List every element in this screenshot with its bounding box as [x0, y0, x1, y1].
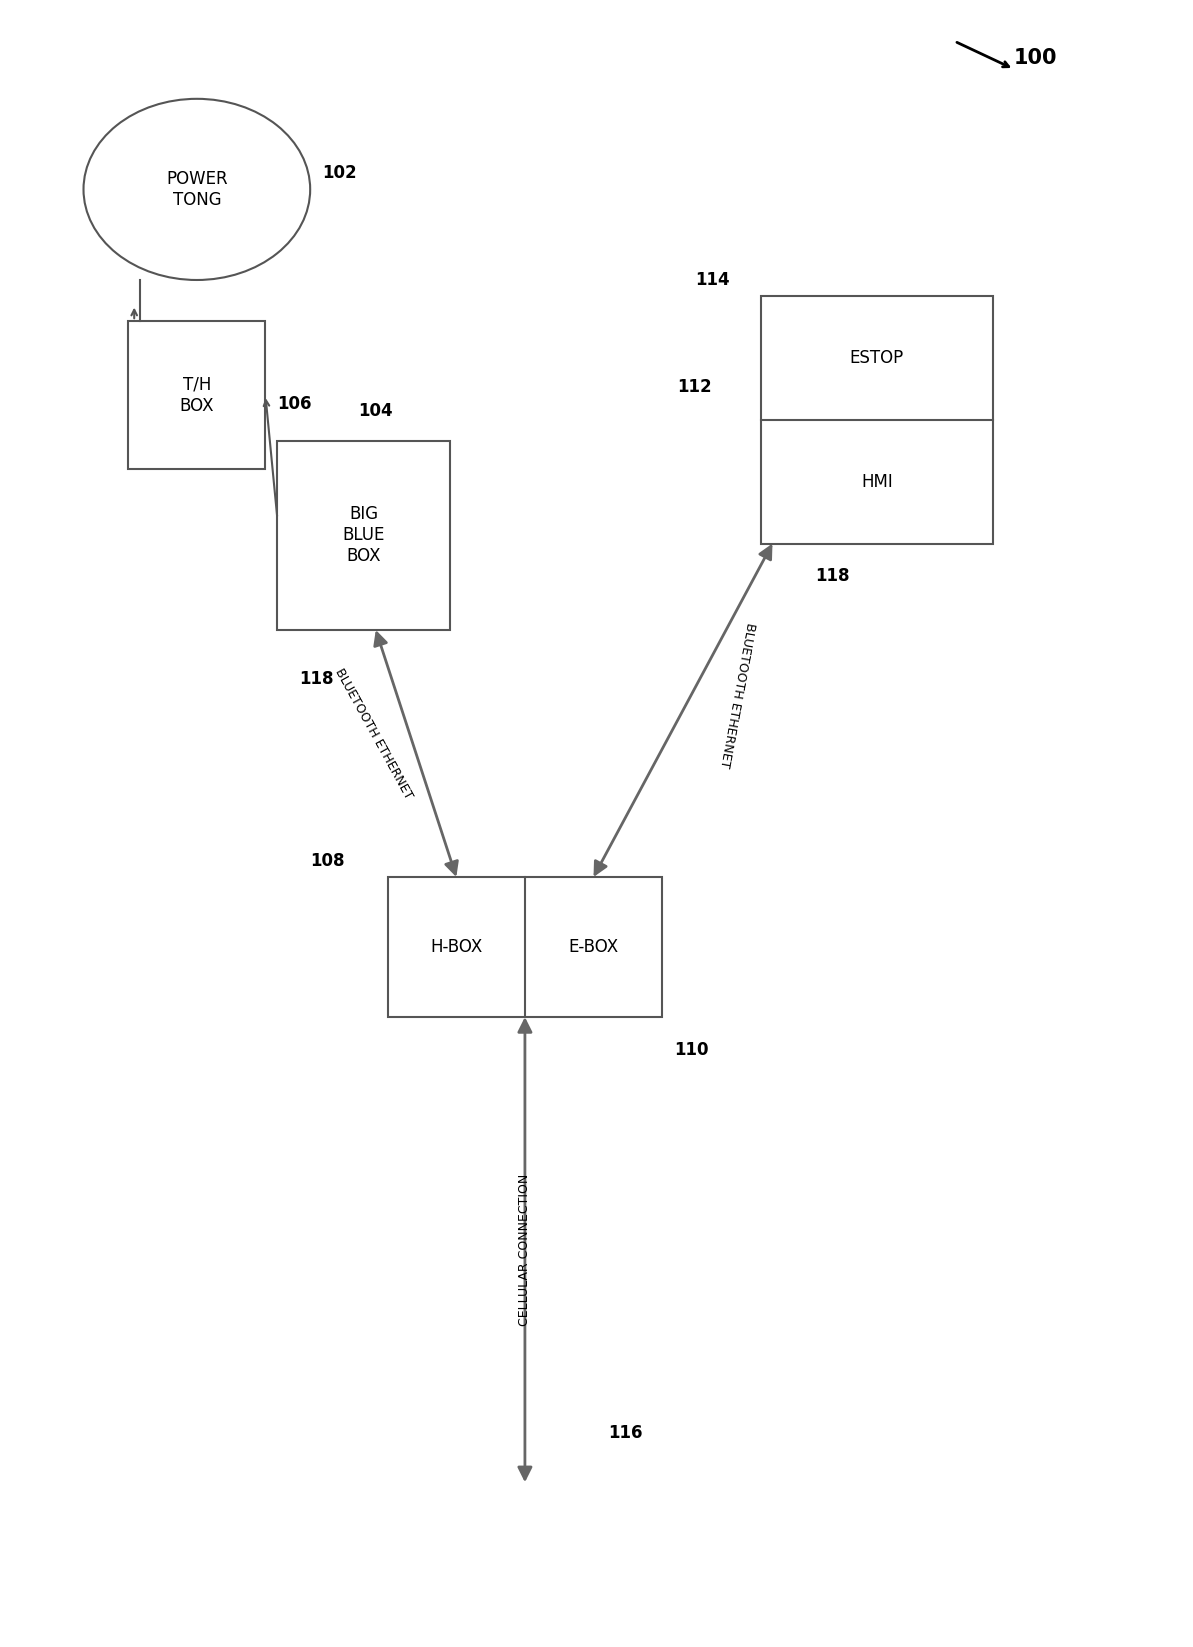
Text: HMI: HMI — [861, 473, 892, 491]
FancyBboxPatch shape — [277, 440, 450, 629]
Text: E-BOX: E-BOX — [568, 939, 619, 955]
Text: ESTOP: ESTOP — [849, 349, 904, 367]
FancyBboxPatch shape — [129, 321, 266, 469]
Text: 110: 110 — [674, 1041, 709, 1059]
Text: BIG
BLUE
BOX: BIG BLUE BOX — [342, 506, 385, 565]
Text: 108: 108 — [310, 851, 345, 870]
Text: POWER
TONG: POWER TONG — [166, 170, 228, 209]
Ellipse shape — [84, 99, 310, 280]
FancyBboxPatch shape — [761, 296, 993, 544]
Text: 118: 118 — [815, 568, 849, 585]
Text: 102: 102 — [322, 165, 357, 181]
FancyArrowPatch shape — [519, 1019, 531, 1479]
FancyArrowPatch shape — [375, 632, 457, 875]
Text: 112: 112 — [676, 379, 712, 395]
Text: 116: 116 — [608, 1425, 643, 1441]
Text: 100: 100 — [1014, 48, 1057, 68]
Text: BLUETOOTH ETHERNET: BLUETOOTH ETHERNET — [717, 621, 756, 769]
Text: 114: 114 — [694, 272, 730, 288]
Text: 118: 118 — [299, 670, 333, 688]
Text: 106: 106 — [277, 395, 311, 412]
Text: 104: 104 — [358, 402, 392, 420]
Text: T/H
BOX: T/H BOX — [180, 376, 214, 415]
FancyArrowPatch shape — [595, 547, 771, 875]
FancyBboxPatch shape — [388, 876, 662, 1016]
Text: H-BOX: H-BOX — [431, 939, 482, 955]
Text: BLUETOOTH ETHERNET: BLUETOOTH ETHERNET — [333, 667, 415, 802]
Text: CELLULAR CONNECTION: CELLULAR CONNECTION — [519, 1174, 531, 1326]
